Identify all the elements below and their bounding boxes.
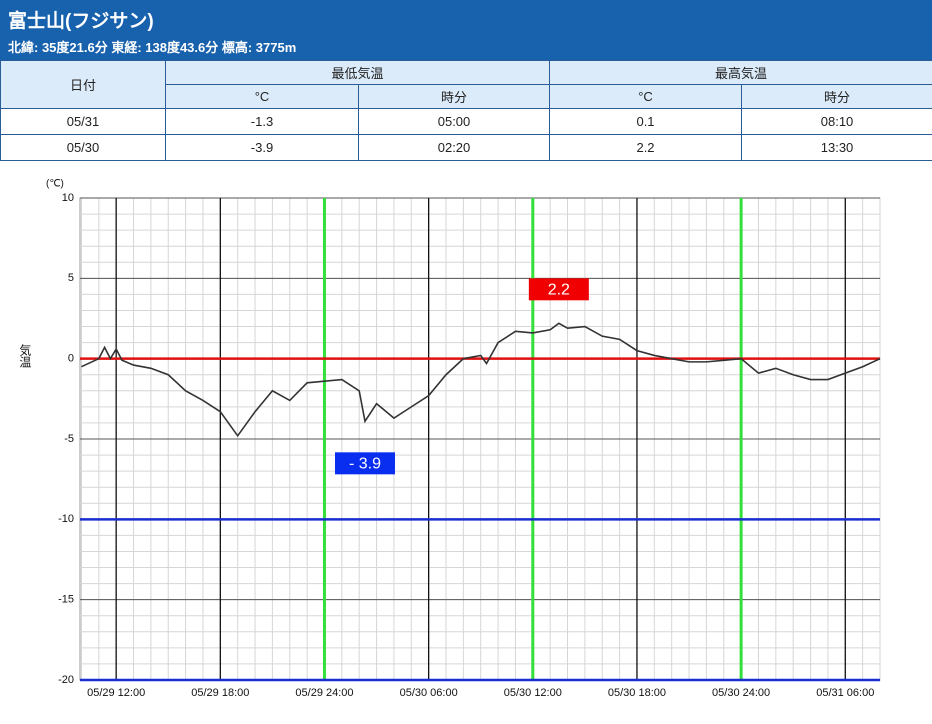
x-tick-label: 05/29 24:00 <box>295 687 353 699</box>
cell: -3.9 <box>165 134 359 161</box>
chart: (℃) 気温 10 5 0 -5 -10 -15 -20 05/29 12:00 05/29 1… <box>18 179 881 699</box>
x-tick-label: 05/31 06:00 <box>816 687 874 699</box>
y-tick-label: -15 <box>58 594 74 606</box>
y-unit: (℃) <box>46 179 64 190</box>
y-tick-label: 5 <box>68 272 74 284</box>
x-tick-label: 05/30 06:00 <box>400 687 458 699</box>
cell: 02:20 <box>357 134 551 161</box>
annotation-box <box>528 278 589 301</box>
y-label: 気温 <box>18 343 32 368</box>
cell: 0.1 <box>549 108 743 135</box>
th: °C <box>165 84 359 109</box>
header: 富士山(フジサン) 北緯: 35度21.6分 東経: 138度43.6分 標高:… <box>0 0 932 60</box>
cell: 05:00 <box>357 108 551 135</box>
annotation-box <box>334 452 395 475</box>
cell: 13:30 <box>741 134 932 161</box>
y-tick-label: 0 <box>68 353 74 365</box>
cell: 2.2 <box>549 134 743 161</box>
annotation-label: 2.2 <box>548 282 570 299</box>
x-tick-label: 05/29 12:00 <box>87 687 145 699</box>
th: 日付 <box>0 60 166 109</box>
annotation-label: - 3.9 <box>349 456 381 473</box>
cell: 05/31 <box>0 108 166 135</box>
th: 時分 <box>741 84 932 109</box>
th: 時分 <box>357 84 551 109</box>
x-tick-label: 05/29 18:00 <box>191 687 249 699</box>
th: °C <box>549 84 743 109</box>
th: 最高気温 <box>549 60 932 85</box>
subtitle: 北緯: 35度21.6分 東経: 138度43.6分 標高: 3775m <box>8 40 297 55</box>
y-tick-label: 10 <box>62 192 74 204</box>
cell: 08:10 <box>741 108 932 135</box>
title: 富士山(フジサン) <box>8 11 154 32</box>
cell: -1.3 <box>165 108 359 135</box>
x-tick-label: 05/30 12:00 <box>504 687 562 699</box>
th: 最低気温 <box>164 60 551 85</box>
y-tick-label: -20 <box>58 674 74 686</box>
cell: 05/30 <box>0 134 166 161</box>
y-tick-label: -10 <box>58 513 74 525</box>
x-tick-label: 05/30 18:00 <box>608 687 666 699</box>
table: 日付 最低気温 最高気温 °C 時分 °C 時分 05/31 -1.3 05:00 0.1 08:… <box>0 60 932 161</box>
y-tick-label: -5 <box>64 433 74 445</box>
x-tick-label: 05/30 24:00 <box>712 687 770 699</box>
line <box>81 322 881 438</box>
